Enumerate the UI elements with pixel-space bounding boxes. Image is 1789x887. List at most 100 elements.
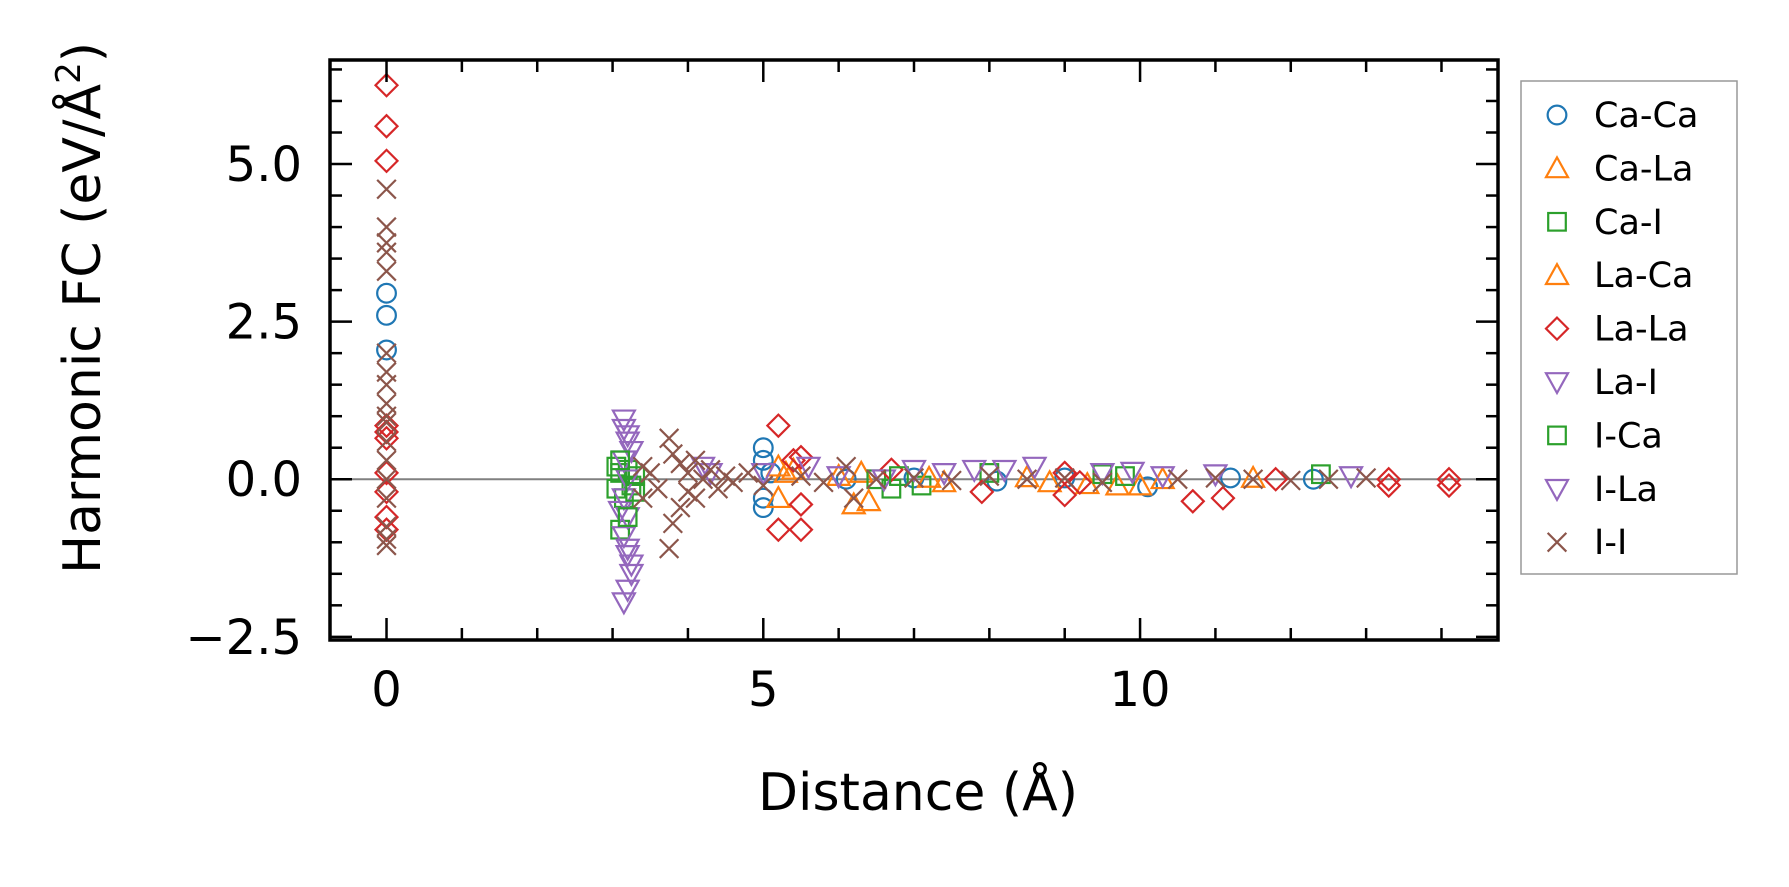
data-point xyxy=(376,216,397,238)
legend-label: I-I xyxy=(1594,523,1627,563)
x-axis-label: Distance (Å) xyxy=(758,761,1078,823)
data-point xyxy=(1202,464,1229,488)
y-tick-label: 5.0 xyxy=(226,137,302,193)
data-point xyxy=(373,148,400,174)
legend-item: La-La xyxy=(1544,310,1689,350)
data-point xyxy=(1167,469,1188,490)
legend-item: Ca-La xyxy=(1544,149,1693,189)
data-point xyxy=(866,469,887,490)
data-point xyxy=(373,504,400,530)
data-point xyxy=(625,466,646,486)
data-point xyxy=(647,478,668,499)
data-point xyxy=(1436,466,1462,492)
data-point xyxy=(765,517,791,543)
data-point xyxy=(825,466,852,490)
data-point xyxy=(765,413,791,439)
data-point xyxy=(765,484,792,509)
data-point xyxy=(1021,456,1048,480)
data-point xyxy=(376,232,397,253)
data-point xyxy=(878,457,904,483)
data-point xyxy=(658,538,680,559)
legend-label: I-La xyxy=(1594,470,1658,510)
data-point xyxy=(376,374,397,395)
data-point xyxy=(677,462,699,484)
data-point xyxy=(969,479,995,505)
data-point xyxy=(685,450,706,471)
data-point xyxy=(795,456,822,480)
data-point xyxy=(1119,461,1146,485)
plot-area xyxy=(330,72,1498,616)
data-point xyxy=(1376,472,1402,499)
data-point xyxy=(640,462,661,484)
series-i-ca xyxy=(610,450,1135,527)
y-axis-label-close: ) xyxy=(53,42,113,62)
legend-item: I-La xyxy=(1544,470,1658,510)
data-point xyxy=(773,459,799,483)
data-point xyxy=(780,447,806,473)
data-point xyxy=(607,500,633,525)
y-axis-label-superscript: 2 xyxy=(49,62,89,84)
data-point xyxy=(611,488,637,512)
data-point xyxy=(614,469,641,493)
legend-label: Ca-Ca xyxy=(1594,96,1698,136)
series-la-i xyxy=(607,409,1229,616)
data-point xyxy=(1014,464,1040,488)
data-point xyxy=(813,472,834,493)
data-point xyxy=(1036,469,1063,493)
series-i-i xyxy=(376,179,1377,559)
data-point xyxy=(1149,466,1176,490)
x-tick-label: 0 xyxy=(371,662,402,718)
data-point xyxy=(780,456,807,480)
data-point xyxy=(1356,467,1377,489)
legend-marker xyxy=(1544,478,1570,503)
legend-label: La-I xyxy=(1594,363,1658,403)
legend-label: La-Ca xyxy=(1594,256,1693,296)
data-point xyxy=(376,450,397,471)
data-point xyxy=(376,412,397,433)
data-point xyxy=(889,466,909,486)
y-tick-label: 0.0 xyxy=(226,452,302,508)
y-tick-label: 2.5 xyxy=(226,295,302,351)
data-point xyxy=(373,479,400,505)
data-point xyxy=(376,488,397,509)
legend: Ca-Ca Ca-La Ca-I La-Ca La-La La-I I-Ca I-La I-I xyxy=(1520,80,1738,575)
data-point xyxy=(376,339,397,361)
data-point xyxy=(1376,466,1402,492)
data-point xyxy=(788,444,814,470)
data-point xyxy=(376,431,397,452)
data-point xyxy=(376,535,397,556)
data-point xyxy=(1210,485,1236,511)
data-point xyxy=(750,463,777,487)
data-point xyxy=(373,460,400,486)
data-point xyxy=(1089,463,1116,487)
data-point xyxy=(1205,467,1226,489)
legend-marker xyxy=(1547,425,1567,446)
data-point xyxy=(617,507,638,527)
legend-item: La-Ca xyxy=(1544,256,1693,296)
data-point xyxy=(614,538,641,562)
data-point xyxy=(916,464,942,488)
data-point xyxy=(788,517,814,543)
data-point xyxy=(752,437,774,459)
legend-label: Ca-I xyxy=(1594,203,1663,243)
legend-label: I-Ca xyxy=(1594,416,1663,456)
data-point xyxy=(1220,467,1241,489)
data-point xyxy=(1067,469,1093,495)
data-point xyxy=(376,261,397,282)
data-point xyxy=(1263,466,1289,492)
data-point xyxy=(376,179,397,200)
data-point xyxy=(788,491,814,518)
data-point xyxy=(941,470,962,491)
series-la-ca xyxy=(773,459,1176,512)
legend-item: I-I xyxy=(1546,523,1627,563)
legend-label: Ca-La xyxy=(1594,149,1693,189)
axis-ticks: 0 5 10 −2.5 0.0 2.5 5.0 xyxy=(185,60,1498,718)
data-point xyxy=(931,463,958,487)
data-point xyxy=(1092,472,1113,493)
data-point xyxy=(903,467,925,489)
data-point xyxy=(376,343,397,364)
data-point xyxy=(376,304,397,326)
data-point xyxy=(692,469,714,490)
y-axis-label: Harmonic FC (eV/Å2) xyxy=(49,42,113,574)
